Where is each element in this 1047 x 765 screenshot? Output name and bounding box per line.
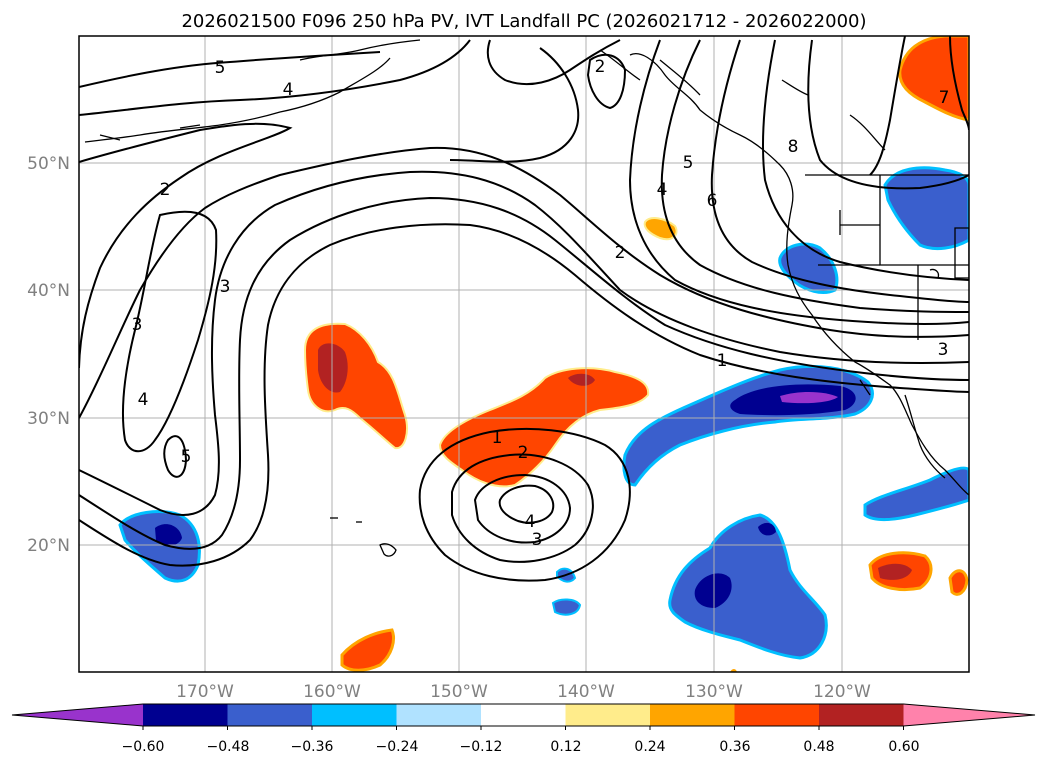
contour-lines (79, 36, 969, 582)
lon-label-140w: 140°W (557, 682, 615, 702)
colorbar-segment (734, 704, 820, 726)
lon-labels: 170°W 160°W 150°W 140°W 130°W 120°W (176, 682, 871, 702)
lon-label-160w: 160°W (303, 682, 361, 702)
colorbar-extend-high (903, 704, 1035, 726)
colorbar-tick-label: −0.48 (207, 739, 250, 755)
colorbar-segment (565, 704, 651, 726)
map-area (79, 36, 969, 672)
colorbar-tick-label: −0.12 (460, 739, 503, 755)
colorbar-ticks: −0.60 −0.48 −0.36 −0.24 −0.12 0.12 0.24 … (122, 739, 920, 755)
contour-label: 3 (132, 315, 143, 335)
colorbar-segment (481, 704, 566, 726)
colorbar-tick-label: 0.48 (803, 739, 834, 755)
contour-label: 4 (525, 512, 536, 532)
contour-label: 2 (615, 243, 626, 263)
contour-label: 4 (138, 390, 149, 410)
contour-label: 1 (717, 351, 728, 371)
lon-label-130w: 130°W (685, 682, 743, 702)
colorbar-tick-label: −0.36 (291, 739, 334, 755)
map-border (78, 35, 970, 673)
colorbar (11, 703, 1036, 730)
lat-label-40n: 40°N (27, 281, 70, 301)
contour-label: 5 (215, 58, 226, 78)
colorbar-tick-label: −0.24 (376, 739, 419, 755)
colorbar-segment (312, 704, 397, 726)
contour-label: 4 (283, 80, 294, 100)
contour-label: 3 (220, 277, 231, 297)
contour-label: 7 (939, 88, 950, 108)
colorbar-segment (143, 704, 228, 726)
colorbar-segment (819, 704, 904, 726)
contour-label: 3 (532, 530, 543, 550)
figure-title: 2026021500 F096 250 hPa PV, IVT Landfall… (181, 11, 866, 32)
contour-label: 4 (657, 180, 668, 200)
lat-labels: 50°N 40°N 30°N 20°N (27, 154, 70, 556)
colorbar-tick-label: 0.36 (719, 739, 750, 755)
lat-label-30n: 30°N (27, 409, 70, 429)
contour-label: 2 (518, 443, 529, 463)
contour-label: 6 (707, 191, 718, 211)
contour-label: 2 (595, 57, 606, 77)
lon-label-170w: 170°W (176, 682, 234, 702)
colorbar-tick-label: −0.60 (122, 739, 165, 755)
contour-label: 2 (160, 180, 171, 200)
contour-label: 5 (683, 153, 694, 173)
colorbar-tick-label: 0.12 (550, 739, 581, 755)
contour-label: 8 (788, 137, 799, 157)
colorbar-segment (396, 704, 482, 726)
lat-label-20n: 20°N (27, 536, 70, 556)
contour-label: 1 (492, 428, 503, 448)
lon-label-150w: 150°W (430, 682, 488, 702)
contour-labels: 5 4 2 2 3 3 4 5 1 2 4 3 2 4 5 6 8 7 1 3 (132, 57, 950, 550)
colorbar-segment (227, 704, 313, 726)
colorbar-segment (650, 704, 735, 726)
colorbar-extend-low (12, 704, 143, 726)
lat-label-50n: 50°N (27, 154, 70, 174)
colorbar-tick-label: 0.60 (888, 739, 919, 755)
lon-label-120w: 120°W (813, 682, 871, 702)
contour-label: 5 (181, 447, 192, 467)
colorbar-tick-label: 0.24 (634, 739, 665, 755)
contour-label: 3 (938, 340, 949, 360)
